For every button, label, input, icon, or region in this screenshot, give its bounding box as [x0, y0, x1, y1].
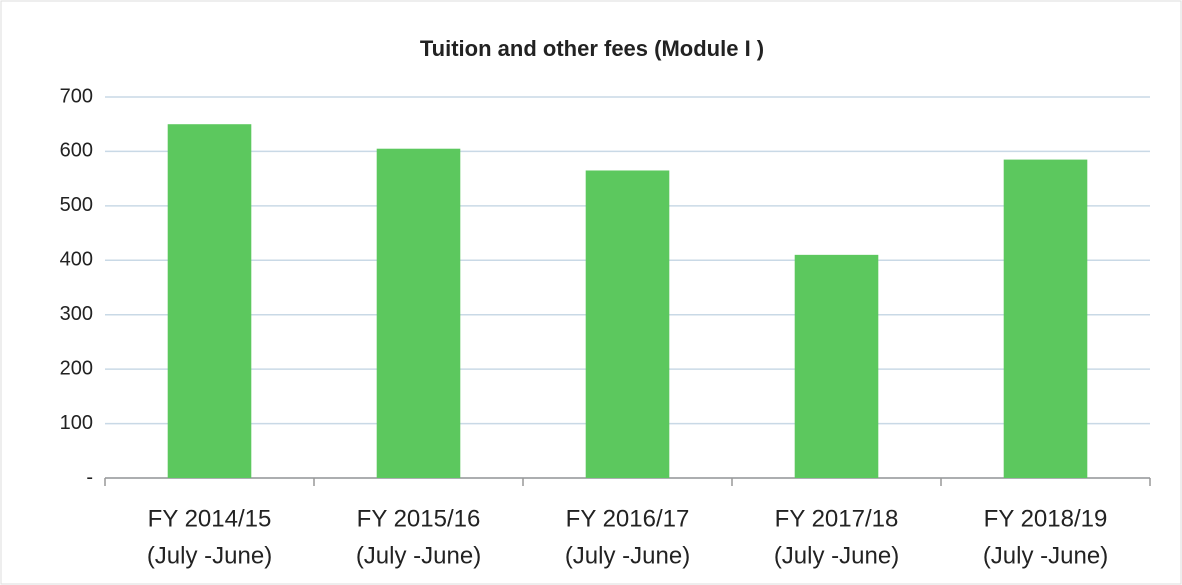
y-tick-label: 500 [60, 194, 93, 216]
x-tick-label: (July -June) [774, 542, 899, 569]
x-tick-label: FY 2017/18 [775, 505, 899, 532]
y-tick-label: 600 [60, 140, 93, 162]
bar [585, 170, 670, 478]
y-tick-label: - [86, 466, 93, 488]
x-tick-label: FY 2015/16 [357, 505, 481, 532]
y-tick-label: 400 [60, 249, 93, 271]
x-tick-label: (July -June) [356, 542, 481, 569]
y-tick-label: 200 [60, 357, 93, 379]
y-tick-label: 700 [60, 85, 93, 107]
x-tick-label: (July -June) [983, 542, 1108, 569]
x-tick-label: (July -June) [565, 542, 690, 569]
bar [794, 254, 879, 478]
x-tick-label: FY 2014/15 [148, 505, 272, 532]
x-tick-label: (July -June) [147, 542, 272, 569]
y-tick-label: 100 [60, 412, 93, 434]
x-tick-label: FY 2018/19 [984, 505, 1108, 532]
y-tick-label: 300 [60, 303, 93, 325]
bar [1003, 159, 1088, 479]
chart-title: Tuition and other fees (Module I ) [420, 36, 764, 61]
bar [376, 148, 461, 478]
bar [167, 124, 252, 478]
x-tick-label: FY 2016/17 [566, 505, 690, 532]
